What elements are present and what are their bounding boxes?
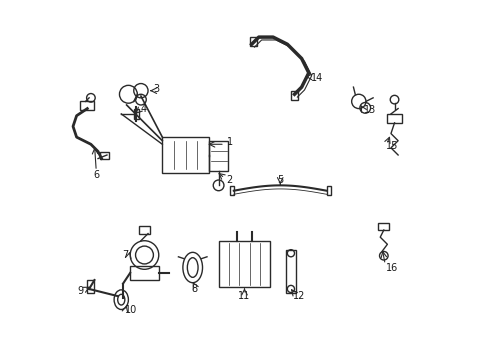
Text: 4: 4 (141, 104, 147, 113)
Bar (290, 91, 298, 100)
Bar (162, 137, 208, 173)
Bar (139, 226, 149, 234)
Bar (378, 223, 388, 230)
Text: 16: 16 (385, 262, 397, 273)
Text: 2: 2 (226, 175, 232, 185)
Text: 9: 9 (78, 286, 83, 296)
Text: 15: 15 (385, 141, 397, 151)
Bar (249, 37, 257, 46)
Text: 7: 7 (122, 250, 128, 260)
Text: 8: 8 (191, 284, 197, 294)
Bar (386, 114, 401, 123)
Text: 11: 11 (238, 291, 250, 301)
Bar (285, 249, 296, 293)
Bar (208, 141, 228, 171)
Bar (87, 280, 94, 293)
Bar (80, 102, 94, 111)
Text: 10: 10 (124, 305, 137, 315)
Text: 6: 6 (93, 170, 99, 180)
Text: 14: 14 (310, 73, 322, 83)
Bar (326, 186, 330, 195)
Text: 5: 5 (277, 175, 283, 185)
Bar (130, 266, 159, 280)
Text: 13: 13 (364, 105, 376, 115)
Text: 3: 3 (153, 84, 159, 94)
Text: 12: 12 (292, 291, 305, 301)
Bar (230, 186, 234, 195)
Text: 1: 1 (226, 138, 232, 148)
Bar (134, 109, 139, 119)
Bar (100, 152, 108, 159)
Bar (219, 241, 269, 287)
